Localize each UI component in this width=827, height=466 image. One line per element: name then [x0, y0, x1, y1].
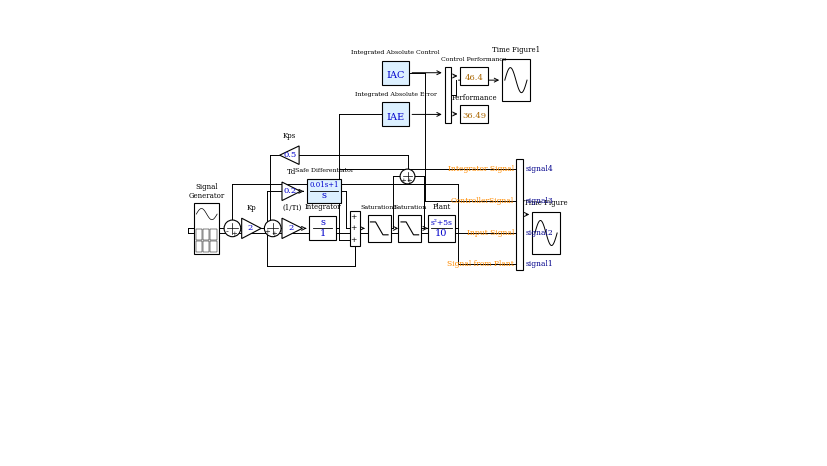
Text: Signal from Plant: Signal from Plant [447, 260, 514, 268]
Bar [501, 59, 529, 101]
Text: 0.5: 0.5 [284, 151, 297, 159]
Bar [381, 103, 409, 126]
Circle shape [399, 169, 414, 184]
Text: Performance: Performance [451, 94, 496, 102]
Text: Integrator: Integrator [304, 203, 341, 211]
Bar [196, 229, 202, 240]
Text: +: + [231, 230, 237, 238]
Text: 0.01s+1: 0.01s+1 [308, 181, 338, 189]
Bar [515, 159, 523, 270]
Text: Input Signal: Input Signal [466, 229, 514, 237]
Text: signal2: signal2 [524, 229, 552, 237]
Bar [350, 211, 360, 246]
Bar [309, 216, 336, 240]
Text: s: s [320, 218, 325, 227]
Bar [367, 215, 390, 242]
Bar [444, 67, 451, 123]
Bar [194, 203, 219, 254]
Polygon shape [241, 218, 261, 239]
Bar [306, 179, 341, 203]
Text: Plant: Plant [432, 203, 450, 211]
Text: signal4: signal4 [524, 165, 552, 173]
Text: 2: 2 [247, 224, 253, 233]
Text: Signal
Generator: Signal Generator [189, 183, 225, 200]
Bar [460, 67, 488, 85]
Text: (1/Ti): (1/Ti) [282, 204, 302, 212]
Text: +: + [350, 224, 356, 233]
Bar [381, 61, 409, 85]
Text: 46.4: 46.4 [464, 74, 483, 82]
Text: +: + [406, 177, 412, 185]
Polygon shape [282, 182, 300, 200]
Text: +: + [264, 228, 270, 236]
Text: Kp: Kp [246, 204, 256, 212]
Text: 1: 1 [319, 228, 326, 238]
Text: Integrated Absolute Control: Integrated Absolute Control [351, 50, 439, 55]
Bar [398, 215, 421, 242]
Text: 2: 2 [288, 224, 294, 233]
Text: IAC: IAC [386, 71, 404, 80]
Bar [428, 215, 454, 242]
Text: Time Figure1: Time Figure1 [491, 46, 539, 54]
Polygon shape [282, 218, 302, 239]
Text: Safe Differentiator: Safe Differentiator [294, 168, 353, 173]
Bar [460, 105, 488, 123]
Text: Kps: Kps [283, 132, 296, 140]
Text: Control Performance: Control Performance [441, 57, 506, 62]
Circle shape [264, 220, 280, 237]
Bar [203, 229, 209, 240]
Text: Td: Td [286, 168, 295, 176]
Text: +: + [350, 236, 356, 244]
Text: +: + [399, 177, 405, 185]
Bar [203, 241, 209, 252]
Text: Time Figure: Time Figure [523, 199, 567, 207]
Circle shape [224, 220, 241, 237]
Polygon shape [280, 146, 299, 164]
Text: ControllerSignal: ControllerSignal [450, 197, 514, 205]
Text: signal3: signal3 [524, 197, 552, 205]
Bar [210, 229, 217, 240]
Text: 36.49: 36.49 [461, 112, 485, 120]
Text: Integrated Absolute Error: Integrated Absolute Error [354, 91, 436, 96]
Bar [210, 241, 217, 252]
Text: Saturation: Saturation [393, 205, 426, 210]
Text: 0.2: 0.2 [284, 187, 297, 195]
Text: Saturation1: Saturation1 [361, 205, 398, 210]
Text: s: s [321, 192, 326, 200]
Bar [532, 212, 559, 254]
Bar [196, 241, 202, 252]
Text: IAE: IAE [386, 113, 404, 122]
Text: +: + [350, 213, 356, 221]
Text: +: + [271, 230, 277, 238]
Text: Integrator Signal: Integrator Signal [447, 165, 514, 173]
Text: s²+5s: s²+5s [430, 219, 452, 227]
Text: -: - [225, 228, 228, 236]
Text: 10: 10 [435, 229, 447, 238]
Text: signal1: signal1 [524, 260, 552, 268]
